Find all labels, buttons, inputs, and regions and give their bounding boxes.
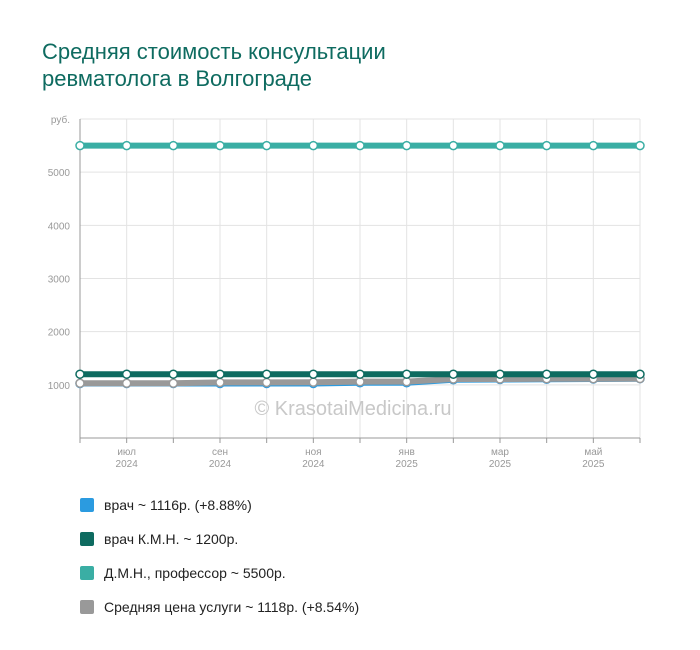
x-tick-label-year: 2025: [582, 459, 605, 470]
data-point: [635, 369, 645, 379]
data-point: [121, 369, 132, 379]
x-tick-label-year: 2025: [489, 459, 512, 470]
chart-title-line-1: Средняя стоимость консультации: [42, 39, 386, 64]
x-tick-label-month: ноя: [305, 447, 322, 458]
x-tick-label-year: 2024: [209, 459, 232, 470]
y-tick-label: 3000: [48, 275, 71, 286]
legend-item[interactable]: врач ~ 1116р. (+8.88%): [80, 488, 359, 522]
data-point: [541, 369, 552, 379]
legend-label-candidate: врач К.М.Н. ~ 1200р.: [104, 531, 239, 547]
data-point: [75, 378, 85, 388]
legend-label-professor: Д.М.Н., профессор ~ 5500р.: [104, 565, 286, 581]
y-tick-label: 4000: [48, 221, 71, 232]
chart-grid: [79, 118, 641, 438]
series-3: [75, 140, 645, 151]
x-tick-label-month: июл: [117, 447, 136, 458]
data-point: [215, 140, 225, 151]
legend-swatch-doctor: [80, 498, 94, 512]
legend-item[interactable]: Д.М.Н., профессор ~ 5500р.: [80, 556, 359, 590]
series-2: [75, 369, 645, 379]
legend-item[interactable]: Средняя цена услуги ~ 1118р. (+8.54%): [80, 590, 359, 624]
y-tick-label: 5000: [48, 168, 71, 179]
legend-item[interactable]: врач К.М.Н. ~ 1200р.: [80, 522, 359, 556]
legend-label-average: Средняя цена услуги ~ 1118р. (+8.54%): [104, 599, 360, 615]
data-point: [541, 140, 552, 151]
data-point: [448, 369, 459, 379]
data-point: [168, 369, 179, 379]
data-point: [121, 140, 132, 151]
data-point: [261, 140, 272, 151]
x-tick-label-month: мар: [491, 447, 509, 458]
legend-swatch-professor: [80, 566, 94, 580]
data-point: [588, 369, 599, 379]
data-point: [355, 140, 365, 151]
data-point: [75, 369, 85, 379]
x-tick-label-month: янв: [399, 447, 415, 458]
x-tick-label-month: май: [584, 447, 602, 458]
legend-label-doctor: врач ~ 1116р. (+8.88%): [104, 497, 252, 513]
y-tick-label: 2000: [48, 328, 71, 339]
data-point: [495, 140, 505, 151]
data-point: [495, 369, 505, 379]
data-point: [215, 377, 225, 388]
line-chart: © KrasotaiMedicina.ru 1000 2000 3000 4000 50…: [48, 114, 645, 470]
data-point: [121, 378, 132, 388]
watermark-text: © KrasotaiMedicina.ru: [254, 398, 451, 420]
x-tick-label-year: 2024: [302, 459, 325, 470]
chart-title: Средняя стоимость консультации ревматоло…: [42, 38, 642, 92]
data-point: [215, 369, 225, 379]
chart-series: [75, 140, 645, 389]
y-axis-unit-label: руб.: [51, 114, 70, 126]
data-point: [168, 378, 179, 388]
data-point: [308, 377, 319, 387]
data-point: [261, 369, 272, 379]
data-point: [168, 140, 179, 151]
legend-swatch-average: [80, 600, 94, 614]
y-tick-label: 1000: [48, 381, 71, 392]
x-tick-label-year: 2024: [116, 459, 139, 470]
chart-axes: 10002000300040005000руб.июл2024сен2024но…: [48, 114, 641, 470]
data-point: [308, 369, 319, 379]
data-point: [75, 140, 85, 151]
data-point: [355, 369, 365, 379]
data-point: [448, 140, 459, 151]
x-tick-label-year: 2025: [396, 459, 419, 470]
data-point: [588, 140, 599, 151]
chart-legend: врач ~ 1116р. (+8.88%) врач К.М.Н. ~ 120…: [80, 488, 359, 624]
data-point: [635, 140, 645, 151]
data-point: [261, 377, 272, 388]
data-point: [401, 140, 412, 151]
x-tick-label-month: сен: [212, 447, 228, 458]
data-point: [308, 140, 319, 151]
data-point: [401, 369, 412, 379]
legend-swatch-candidate: [80, 532, 94, 546]
chart-title-line-2: ревматолога в Волгограде: [42, 66, 312, 91]
